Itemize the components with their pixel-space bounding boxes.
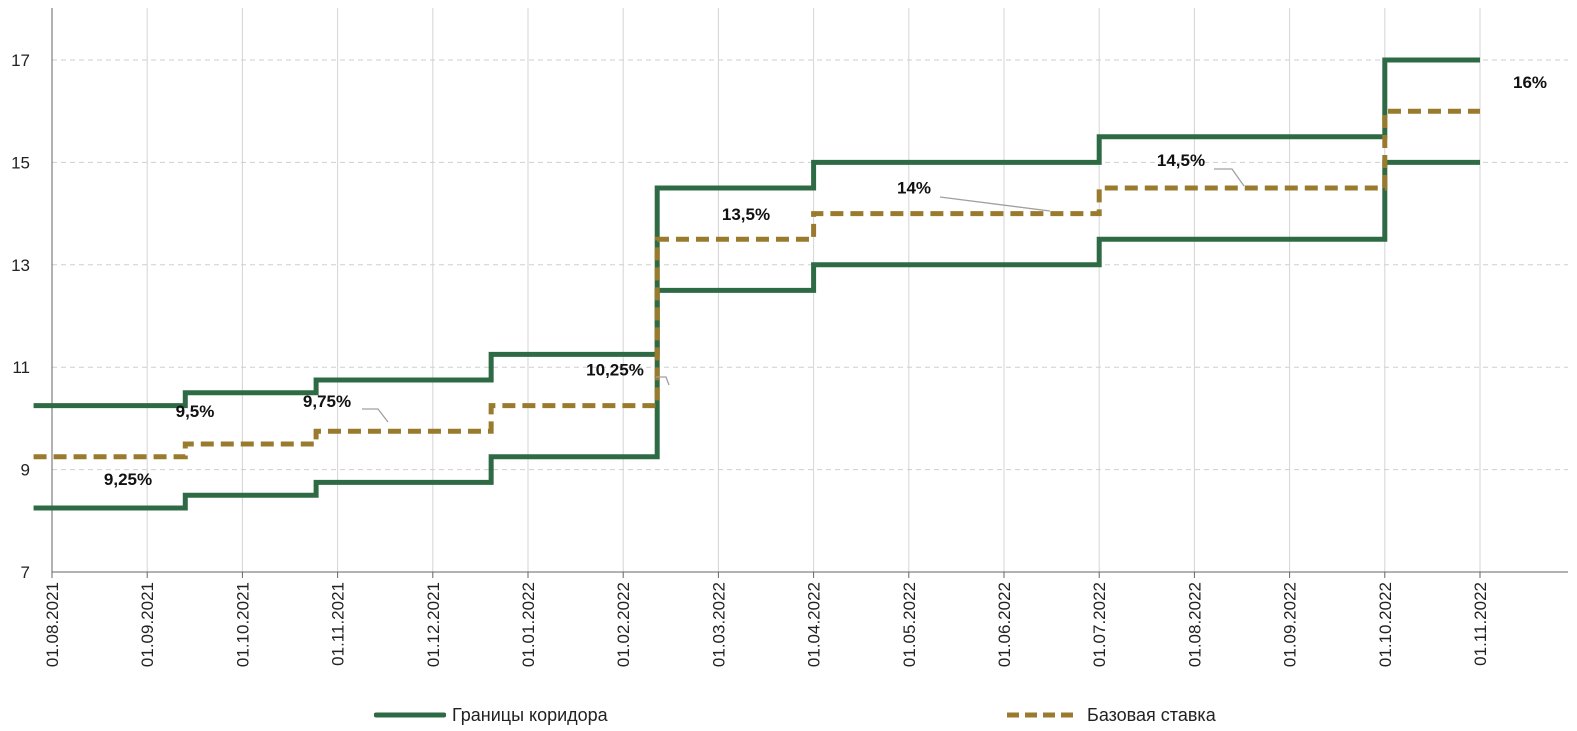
x-tick-label: 01.09.2021 bbox=[138, 582, 157, 667]
data-label: 14% bbox=[897, 179, 931, 198]
leader-line bbox=[1214, 168, 1245, 187]
legend-key-rate-swatch bbox=[1007, 712, 1079, 718]
x-tick-labels: 01.08.2021 01.09.2021 01.10.2021 01.11.2021… bbox=[43, 582, 1490, 667]
x-tick-label: 01.07.2022 bbox=[1090, 582, 1109, 667]
x-tick-label: 01.05.2022 bbox=[900, 582, 919, 667]
data-label: 16% bbox=[1513, 73, 1547, 92]
x-tick-label: 01.11.2022 bbox=[1471, 582, 1490, 666]
x-tick-label: 01.04.2022 bbox=[805, 582, 824, 667]
vertical-gridlines bbox=[146, 8, 1481, 572]
x-tick-label: 01.08.2022 bbox=[1185, 582, 1204, 667]
series-lines bbox=[33, 57, 1480, 511]
data-label: 9,75% bbox=[303, 392, 351, 411]
x-tick-label: 01.03.2022 bbox=[709, 582, 728, 667]
y-tick-label: 9 bbox=[21, 461, 30, 480]
y-tick-label: 15 bbox=[11, 153, 30, 172]
x-tick-label: 01.11.2021 bbox=[329, 582, 348, 666]
data-labels: 9,25% 9,5% 9,75% 10,25% 13,5% 14% 14,5% 16% bbox=[104, 73, 1547, 489]
legend-key-rate: Базовая ставка bbox=[1005, 700, 1216, 730]
legend-corridor-label: Границы коридора bbox=[452, 704, 608, 725]
data-label: 10,25% bbox=[586, 361, 644, 380]
y-tick-label: 13 bbox=[11, 256, 30, 275]
x-tick-label: 01.08.2021 bbox=[43, 582, 62, 667]
key-rate-line bbox=[33, 108, 1480, 460]
legend-key-rate-label: Базовая ставка bbox=[1087, 704, 1216, 725]
y-tick-labels: 7 9 11 13 15 17 bbox=[11, 51, 30, 582]
y-tick-label: 11 bbox=[12, 358, 30, 377]
x-tick-label: 01.02.2022 bbox=[614, 582, 633, 667]
legend-corridor: Границы коридора bbox=[374, 700, 608, 730]
legend-corridor-swatch bbox=[374, 712, 446, 718]
x-tick-label: 01.01.2022 bbox=[519, 582, 538, 667]
y-tick-label: 7 bbox=[21, 563, 30, 582]
data-label: 13,5% bbox=[722, 205, 770, 224]
data-label: 9,25% bbox=[104, 470, 152, 489]
leader-line bbox=[939, 196, 1051, 212]
x-tick-label: 01.06.2022 bbox=[995, 582, 1014, 667]
x-tick-label: 01.09.2022 bbox=[1281, 582, 1300, 667]
x-tick-label: 01.10.2021 bbox=[233, 582, 252, 667]
data-label: 9,5% bbox=[176, 402, 215, 421]
x-tick-label: 01.10.2022 bbox=[1376, 582, 1395, 667]
y-tick-label: 17 bbox=[11, 51, 30, 70]
corridor-upper-line bbox=[33, 57, 1480, 409]
horizontal-gridlines bbox=[52, 59, 1568, 471]
data-label: 14,5% bbox=[1157, 151, 1205, 170]
axes bbox=[51, 8, 1568, 578]
leader-line bbox=[656, 376, 670, 386]
leader-line bbox=[362, 408, 389, 423]
chart: 7 9 11 13 15 17 01.08.2021 01.09.2021 01.10.202… bbox=[11, 8, 1568, 667]
x-tick-label: 01.12.2021 bbox=[424, 582, 443, 667]
